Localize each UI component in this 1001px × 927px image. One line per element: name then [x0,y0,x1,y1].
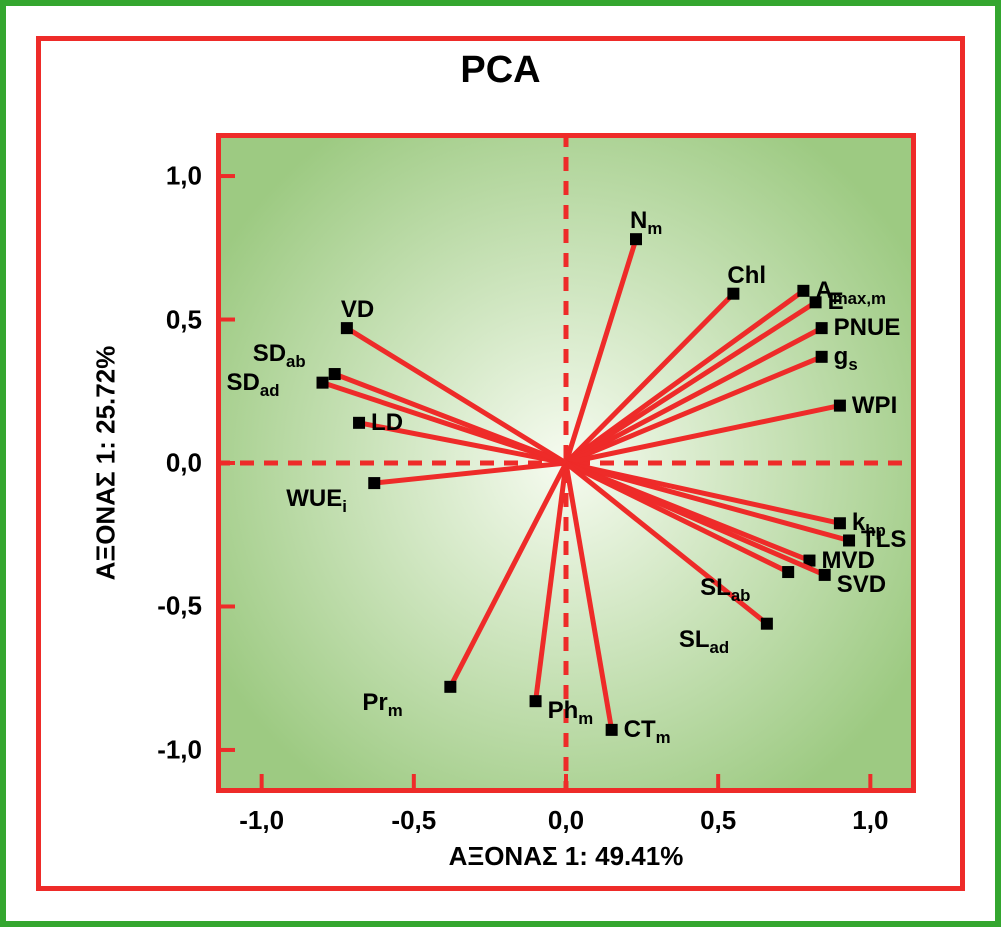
point-label-Nm: Nm [630,207,662,239]
point-label-CTm: CTm [624,716,671,748]
y-tick-label: 0,0 [166,448,202,479]
point-label-Chl: Chl [727,262,766,290]
x-tick-label: -0,5 [391,805,436,836]
point-label-SVD: SVD [837,571,886,599]
plot-svg [216,133,916,793]
plot-area: -1,0-0,50,00,51,0-1,0-0,50,00,51,0NmChlA… [216,133,916,793]
outer-frame: PCA -1,0 -0,5 0,0 0,5 1,0 -1,0 -0,5 0,0 0,5 1,0 Nm… [0,0,1001,927]
point-label-SDab: SDab [253,340,306,372]
x-tick-label: 0,5 [700,805,736,836]
x-tick-label: 1,0 [852,805,888,836]
point-label-Amaxm: Amax,m [815,277,886,309]
point-label-gs: gs [834,343,858,375]
point-label-SDad: SDad [227,369,280,401]
point-label-WPI: WPI [852,392,897,420]
point-label-Prm: Prm [362,689,402,721]
point-label-PNUE: PNUE [834,314,901,342]
chart-title: PCA [460,49,540,92]
x-tick-label: 0,0 [548,805,584,836]
x-tick-label: -1,0 [239,805,284,836]
y-axis-title: ΑΞΟΝΑΣ 1: 25.72% [91,346,122,581]
point-label-E: E [828,288,844,316]
point-label-WUEi: WUEi [286,485,347,517]
x-axis-title: ΑΞΟΝΑΣ 1: 49.41% [449,841,684,872]
y-tick-label: -1,0 [157,734,202,765]
point-label-SLab: SLab [700,574,750,606]
point-label-LD: LD [371,409,403,437]
y-tick-label: 1,0 [166,161,202,192]
point-label-Phm: Phm [548,697,594,729]
point-label-VD: VD [341,296,374,324]
y-tick-label: -0,5 [157,591,202,622]
point-label-SLad: SLad [679,626,729,658]
inner-frame: PCA -1,0 -0,5 0,0 0,5 1,0 -1,0 -0,5 0,0 0,5 1,0 Nm… [36,36,965,891]
y-tick-label: 0,5 [166,304,202,335]
